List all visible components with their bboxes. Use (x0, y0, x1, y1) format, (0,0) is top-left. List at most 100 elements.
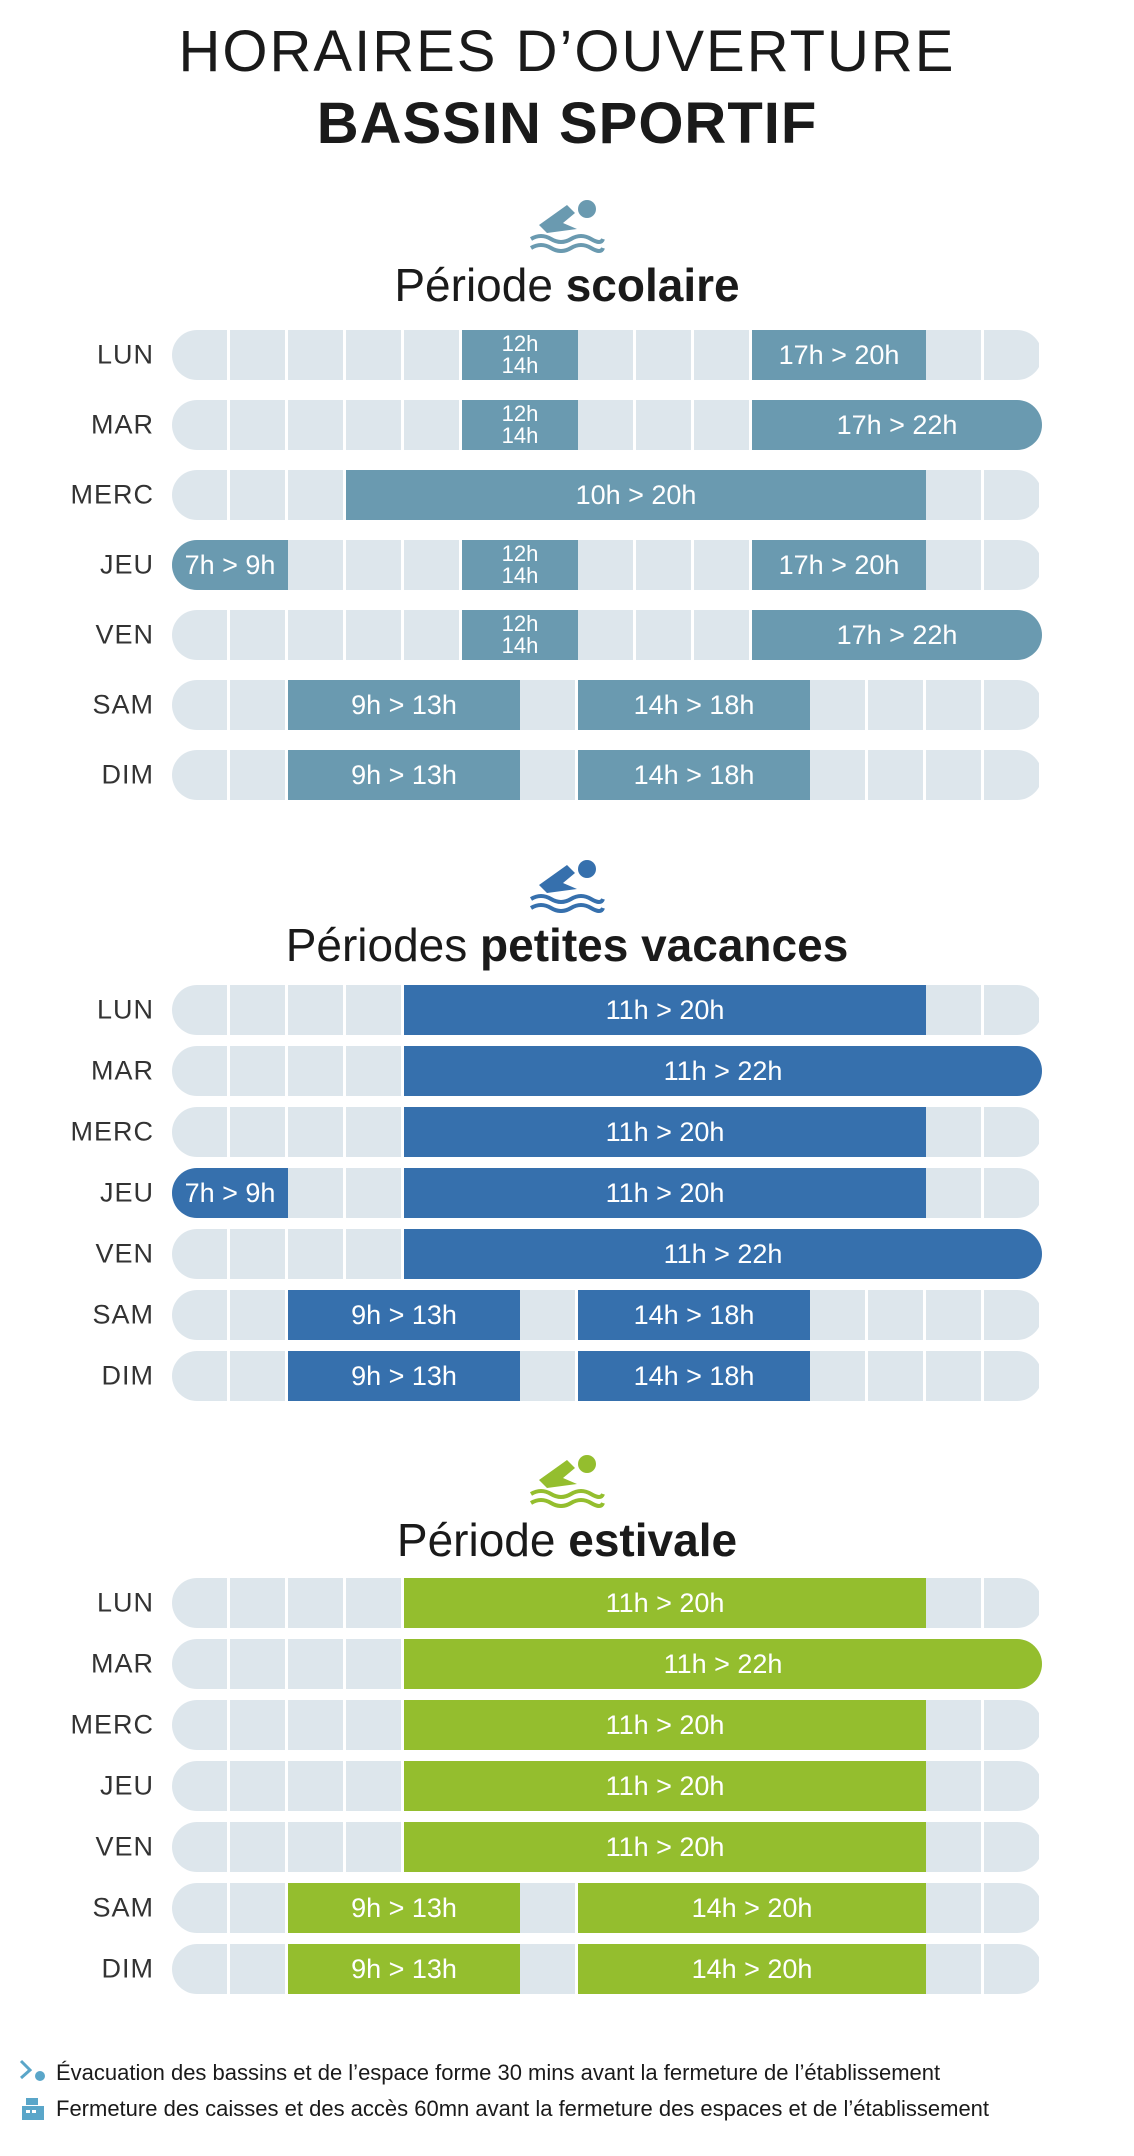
hours-track: 11h > 22h (172, 1229, 1042, 1279)
day-label: VEN (95, 619, 154, 650)
swimmer-icon (529, 860, 605, 913)
schedule-row: LUN 11h > 20h (0, 985, 1134, 1035)
opening-block: 9h > 13h (288, 680, 520, 730)
opening-block-label-part: 12h (501, 331, 539, 356)
section-title-bold: scolaire (565, 259, 740, 311)
section-icon-wrap (0, 195, 1134, 253)
day-label: JEU (99, 549, 154, 580)
opening-block: 11h > 22h (404, 1639, 1042, 1689)
opening-block-label: 14h > 20h (691, 1892, 813, 1923)
schedule-row: JEU 7h > 9h 11h > 20h (0, 1168, 1134, 1218)
hours-track: 11h > 20h (172, 1822, 1042, 1872)
footer-note-evacuation: Évacuation des bassins et de l’espace fo… (18, 2058, 940, 2088)
opening-block-label: 17h > 22h (836, 409, 958, 440)
day-label: VEN (95, 1238, 154, 1269)
section-title: Période scolaire (0, 258, 1134, 312)
hours-track: 9h > 13h 14h > 18h (172, 680, 1042, 730)
opening-block-label: 11h > 20h (605, 1116, 725, 1147)
hours-track: 11h > 20h (172, 1107, 1042, 1157)
opening-block-label: 11h > 20h (605, 1770, 725, 1801)
opening-block: 14h > 18h (578, 1351, 810, 1401)
schedule-row: MAR 12h 14h 17h > 22h (0, 400, 1134, 450)
section-title-bold: estivale (568, 1514, 738, 1566)
schedule-row: VEN 11h > 22h (0, 1229, 1134, 1279)
opening-block-label: 11h > 20h (605, 1709, 725, 1740)
schedule-row: SAM 9h > 13h 14h > 18h (0, 680, 1134, 730)
opening-block: 7h > 9h (172, 540, 288, 590)
schedule-row: JEU 7h > 9h 12h 14h 17h > 20h (0, 540, 1134, 590)
section-title-regular: Période (394, 259, 566, 311)
day-label: MAR (91, 1648, 154, 1679)
opening-block-label: 11h > 20h (605, 1587, 725, 1618)
opening-block: 12h 14h (462, 540, 578, 590)
hours-track: 9h > 13h 14h > 20h (172, 1883, 1042, 1933)
opening-block-label: 11h > 22h (663, 1055, 783, 1086)
opening-block: 14h > 18h (578, 1290, 810, 1340)
opening-block: 14h > 18h (578, 750, 810, 800)
hours-track: 11h > 20h (172, 985, 1042, 1035)
section-title-bold: petites vacances (480, 919, 849, 971)
opening-block-label-part: 12h (501, 401, 539, 426)
opening-block: 11h > 20h (404, 1107, 926, 1157)
footer-note-1: Évacuation des bassins et de l’espace fo… (56, 2060, 941, 2085)
day-label: SAM (92, 1299, 154, 1330)
schedule-row: VEN 11h > 20h (0, 1822, 1134, 1872)
opening-block-label: 10h > 20h (575, 479, 697, 510)
day-label: MERC (70, 479, 154, 510)
schedule-row: JEU 11h > 20h (0, 1761, 1134, 1811)
opening-block-label: 9h > 13h (351, 759, 457, 790)
section-title-regular: Période (396, 1514, 569, 1566)
schedule-row: LUN 12h 14h 17h > 20h (0, 330, 1134, 380)
diving-swimmer-icon (19, 2059, 45, 2081)
opening-block-label: 11h > 22h (663, 1648, 783, 1679)
schedule-row: MERC 11h > 20h (0, 1700, 1134, 1750)
day-label: DIM (101, 1360, 154, 1391)
section-title-regular: Périodes (285, 919, 481, 971)
hours-track: 7h > 9h 11h > 20h (172, 1168, 1042, 1218)
schedule-row: MAR 11h > 22h (0, 1639, 1134, 1689)
day-label: MAR (91, 1055, 154, 1086)
opening-block-label: 14h > 18h (633, 1299, 755, 1330)
opening-block: 11h > 20h (404, 1578, 926, 1628)
opening-block: 11h > 22h (404, 1229, 1042, 1279)
opening-block-label-part: 14h (501, 353, 539, 378)
opening-block-label: 7h > 9h (184, 1177, 276, 1208)
schedule-row: VEN 12h 14h 17h > 22h (0, 610, 1134, 660)
opening-block-label: 9h > 13h (351, 1953, 457, 1984)
schedule-row: SAM 9h > 13h 14h > 20h (0, 1883, 1134, 1933)
opening-block-label: 9h > 13h (351, 689, 457, 720)
day-label: VEN (95, 1831, 154, 1862)
day-label: MAR (91, 409, 154, 440)
opening-block-label-part: 14h (501, 563, 539, 588)
footer-note-2: Fermeture des caisses et des accès 60mn … (56, 2096, 990, 2121)
hours-track: 9h > 13h 14h > 18h (172, 1351, 1042, 1401)
opening-block: 14h > 20h (578, 1944, 926, 1994)
schedule-row: DIM 9h > 13h 14h > 18h (0, 750, 1134, 800)
section-title: Période estivale (0, 1513, 1134, 1567)
hours-track: 11h > 22h (172, 1046, 1042, 1096)
opening-block-label: 17h > 20h (778, 549, 900, 580)
section-title: Périodes petites vacances (0, 918, 1134, 972)
schedule-row: MAR 11h > 22h (0, 1046, 1134, 1096)
opening-block: 9h > 13h (288, 1944, 520, 1994)
opening-block-label-part: 12h (501, 541, 539, 566)
hours-track: 7h > 9h 12h 14h 17h > 20h (172, 540, 1042, 590)
opening-block: 17h > 20h (752, 330, 926, 380)
opening-block-label: 7h > 9h (184, 549, 276, 580)
opening-block-label: 17h > 22h (836, 619, 958, 650)
hours-track: 12h 14h 17h > 22h (172, 400, 1042, 450)
day-label: MERC (70, 1709, 154, 1740)
opening-block-label-part: 12h (501, 611, 539, 636)
day-label: JEU (99, 1770, 154, 1801)
opening-block-label: 9h > 13h (351, 1892, 457, 1923)
opening-block-label: 9h > 13h (351, 1360, 457, 1391)
hours-track: 11h > 20h (172, 1578, 1042, 1628)
opening-block: 11h > 20h (404, 1822, 926, 1872)
hours-track: 9h > 13h 14h > 20h (172, 1944, 1042, 1994)
day-label: SAM (92, 689, 154, 720)
opening-block-label: 11h > 20h (605, 994, 725, 1025)
opening-block: 17h > 22h (752, 610, 1042, 660)
opening-block-label: 14h > 20h (691, 1953, 813, 1984)
opening-block-label: 14h > 18h (633, 1360, 755, 1391)
cash-register-icon (22, 2098, 44, 2120)
